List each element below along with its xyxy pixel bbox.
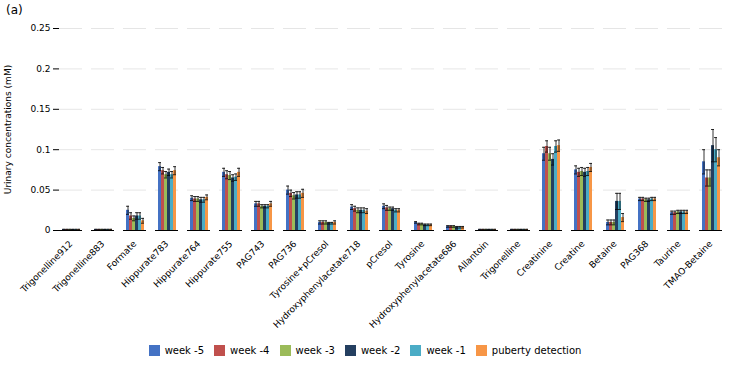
svg-text:Tyrosine: Tyrosine (393, 238, 427, 272)
svg-text:Hydroxyphenylacetate686: Hydroxyphenylacetate686 (367, 239, 458, 330)
svg-text:Hippurate783: Hippurate783 (119, 238, 171, 290)
svg-text:PAG743: PAG743 (235, 239, 267, 271)
svg-text:0.25: 0.25 (30, 23, 50, 33)
svg-text:PAG368: PAG368 (619, 239, 651, 271)
svg-text:TMAO-Betaine: TMAO-Betaine (661, 238, 714, 291)
svg-text:pCresol: pCresol (364, 239, 395, 270)
svg-text:Trigonelline: Trigonelline (478, 238, 523, 283)
svg-text:0: 0 (45, 225, 51, 235)
svg-text:Tyrosine+pCresol: Tyrosine+pCresol (267, 239, 330, 302)
svg-text:0.15: 0.15 (30, 104, 50, 114)
html-text:(a): (a) (6, 3, 23, 17)
svg-text:Betaine: Betaine (587, 238, 619, 270)
html-text:week -4: week -4 (230, 345, 270, 356)
svg-text:PAG736: PAG736 (267, 239, 299, 271)
svg-text:0.1: 0.1 (36, 145, 50, 155)
html-text:week -3: week -3 (295, 345, 335, 356)
html-text:week -5: week -5 (164, 345, 205, 356)
html-text:puberty detection: puberty detection (491, 345, 582, 356)
svg-text:Trigonelline883: Trigonelline883 (50, 239, 106, 295)
html-text:week -1: week -1 (426, 345, 466, 356)
svg-text:Allantoin: Allantoin (455, 238, 491, 274)
svg-text:Taurine: Taurine (652, 238, 683, 269)
svg-text:Urinary concentrations (mM): Urinary concentrations (mM) (3, 65, 13, 194)
svg-text:Trigonelline912: Trigonelline912 (18, 239, 74, 295)
html-text:week -2: week -2 (360, 345, 401, 356)
svg-text:Creatinine: Creatinine (515, 238, 555, 278)
svg-text:0.05: 0.05 (30, 185, 50, 195)
svg-text:Hippurate755: Hippurate755 (184, 239, 235, 290)
svg-text:0.2: 0.2 (36, 64, 50, 74)
svg-text:Hydroxyphenylacetate718: Hydroxyphenylacetate718 (271, 239, 362, 330)
svg-text:Creatine: Creatine (552, 238, 586, 272)
svg-text:Formate: Formate (105, 238, 139, 273)
svg-text:Hippurate764: Hippurate764 (151, 238, 203, 290)
